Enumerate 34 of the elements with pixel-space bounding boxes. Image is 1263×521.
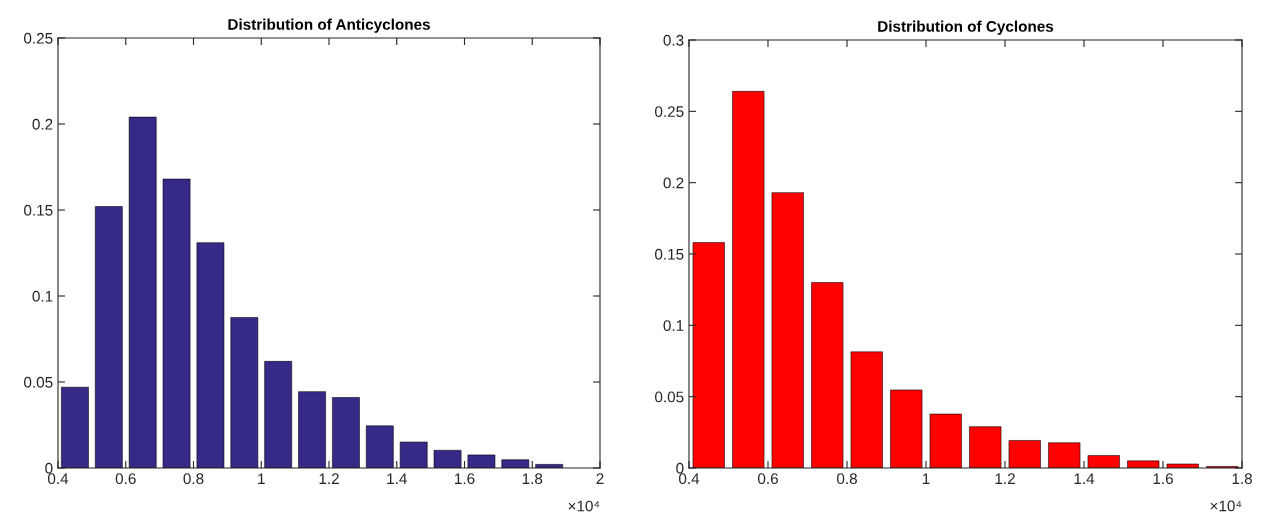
x-tick-label: 1 [258, 473, 265, 484]
x-tick-label: 1.8 [522, 473, 543, 485]
y-tick-label: 0.3 [663, 34, 684, 46]
x-tick-label: 1 [922, 473, 930, 484]
x-tick-label: 2 [596, 473, 604, 484]
y-tick-label: 0.25 [655, 106, 684, 118]
y-tick-label: 0.05 [24, 376, 53, 388]
x-tick-label: 0.6 [115, 473, 136, 485]
y-tick-label: 0.2 [663, 177, 684, 189]
y-tick-label: 0 [45, 462, 53, 474]
y-tick-label: 0.25 [24, 32, 53, 44]
text: ×10⁴ [1210, 500, 1242, 512]
y-tick-label: 0.15 [24, 204, 53, 216]
x-tick-label: 1.2 [319, 473, 339, 484]
x-tick-label: 0.4 [678, 473, 700, 485]
y-tick-label: 0.05 [655, 391, 684, 403]
y-tick-label: 0.1 [663, 320, 684, 332]
y-tick-label: 0 [676, 462, 684, 474]
x-tick-label: 1.4 [1074, 473, 1095, 484]
text: ×10⁴ [568, 500, 600, 512]
x-tick-label: 0.4 [47, 473, 69, 485]
chart-title: Distribution of Anticyclones [228, 18, 430, 33]
x-tick-label: 0.8 [183, 473, 204, 485]
x-tick-label: 0.6 [757, 473, 778, 485]
x-tick-label: 1.6 [455, 473, 475, 485]
x-tick-label: 1.4 [387, 473, 407, 484]
x-tick-label: 1.2 [995, 473, 1015, 484]
x-tick-label: 1.6 [1153, 473, 1173, 485]
chart-title: Distribution of Cyclones [878, 20, 1054, 35]
y-tick-label: 0.1 [32, 290, 53, 302]
x-tick-label: 1.8 [1232, 473, 1252, 485]
y-tick-label: 0.15 [655, 248, 684, 260]
y-tick-label: 0.2 [32, 118, 53, 130]
x-tick-label: 0.8 [836, 473, 857, 485]
